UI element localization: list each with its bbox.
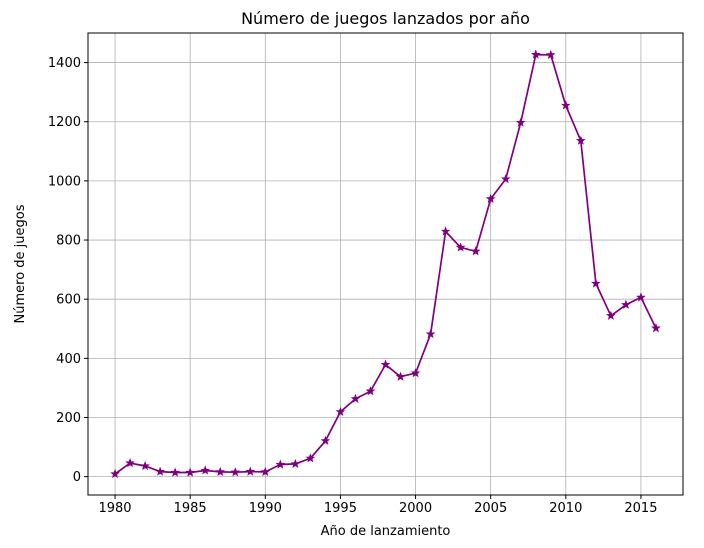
- y-tick-label: 400: [56, 352, 81, 367]
- data-point-marker: [275, 459, 286, 469]
- x-tick-label: 1985: [174, 501, 207, 516]
- y-tick-label: 800: [56, 234, 81, 249]
- data-point-marker: [606, 310, 616, 320]
- chart-title: Número de juegos lanzados por año: [241, 9, 530, 28]
- y-tick-label: 0: [73, 470, 81, 485]
- data-point-marker: [305, 453, 316, 463]
- data-point-marker: [185, 467, 195, 477]
- x-tick-label: 2015: [624, 501, 657, 516]
- x-tick-label: 1980: [98, 501, 131, 516]
- x-axis-title: Año de lanzamiento: [321, 524, 451, 539]
- data-point-marker: [320, 435, 331, 445]
- x-tick-label: 2000: [399, 501, 432, 516]
- data-point-marker: [651, 323, 661, 333]
- data-point-marker: [200, 465, 210, 475]
- y-tick-label: 1400: [48, 56, 81, 71]
- data-point-marker: [636, 292, 646, 302]
- data-point-marker: [440, 226, 451, 236]
- data-point-marker: [455, 242, 466, 252]
- data-point-marker: [155, 466, 165, 476]
- series-line: [114, 53, 657, 475]
- data-point-marker: [110, 468, 120, 479]
- axis-ticks: 1980 1985 1990 1995 2000 2005 2010 2015 0 200 400 6…: [48, 56, 658, 516]
- data-point-marker: [215, 466, 226, 477]
- data-point-marker: [530, 49, 541, 59]
- data-point-marker: [230, 467, 241, 477]
- data-point-marker: [545, 49, 556, 59]
- grid-lines: [88, 33, 683, 495]
- x-tick-label: 1995: [324, 501, 357, 516]
- data-point-marker: [591, 278, 601, 288]
- plot-area-frame: [87, 32, 684, 496]
- data-point-marker: [245, 466, 256, 476]
- data-point-marker: [380, 359, 391, 369]
- data-point-marker: [410, 368, 421, 378]
- x-tick-label: 2005: [474, 501, 507, 516]
- y-tick-label: 1000: [48, 174, 81, 189]
- data-point-marker: [260, 466, 271, 477]
- data-point-marker: [170, 467, 180, 477]
- data-point-marker: [290, 458, 301, 469]
- data-point-marker: [335, 406, 346, 416]
- data-point-marker: [515, 117, 526, 127]
- x-tick-label: 2010: [549, 501, 582, 516]
- y-tick-label: 600: [56, 293, 81, 308]
- data-point-marker: [395, 371, 406, 381]
- data-point-marker: [576, 135, 586, 145]
- data-point-marker: [350, 393, 361, 403]
- data-series: [110, 49, 661, 479]
- data-point-marker: [125, 458, 135, 468]
- data-point-marker: [500, 174, 511, 184]
- data-point-marker: [365, 386, 376, 396]
- data-point-marker: [561, 100, 571, 110]
- y-tick-label: 200: [56, 411, 81, 426]
- y-axis-title: Número de juegos: [13, 204, 28, 323]
- x-tick-label: 1990: [249, 501, 282, 516]
- data-point-marker: [485, 193, 496, 204]
- data-point-marker: [621, 299, 631, 309]
- y-tick-label: 1200: [48, 115, 81, 130]
- data-point-marker: [470, 246, 481, 256]
- data-point-marker: [425, 329, 436, 339]
- data-point-marker: [140, 460, 150, 471]
